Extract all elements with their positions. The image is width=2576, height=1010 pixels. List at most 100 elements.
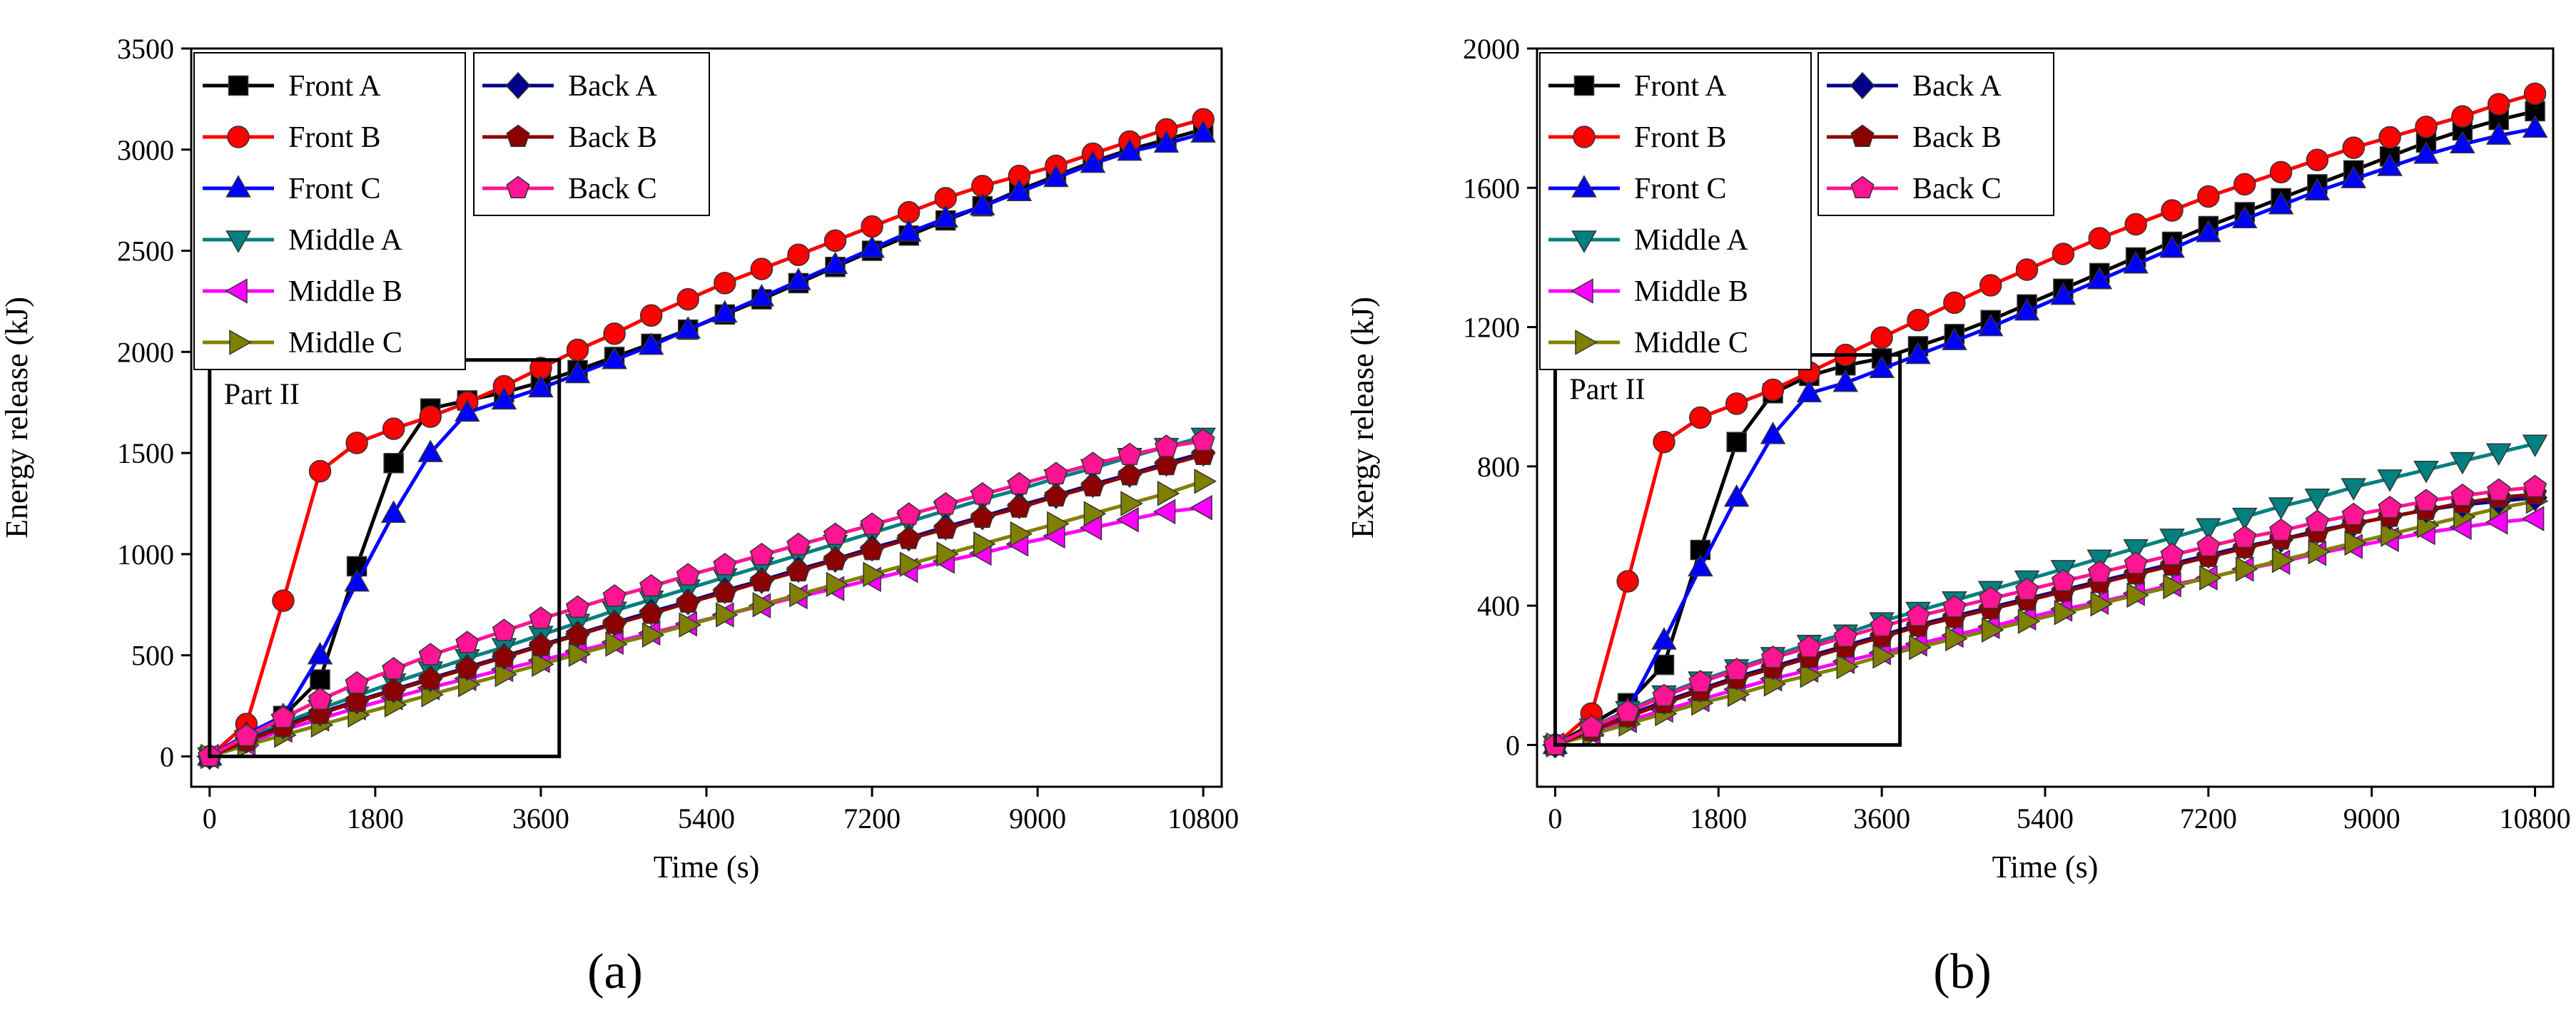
chart-a-x-tick-label: 3600 <box>512 802 569 835</box>
chart-a-y-tick-label: 1000 <box>117 539 174 571</box>
chart-a-data-point <box>1190 120 1216 143</box>
chart-a-y-axis-label: Energy release (kJ) <box>0 297 34 539</box>
chart-a-data-point <box>712 300 738 323</box>
chart-a-legend-label-front-a: Front A <box>288 70 381 103</box>
chart-a-data-point <box>382 417 405 440</box>
chart-a-part-ii-label: Part II <box>224 379 300 412</box>
chart-b-legend-label-back-a: Back A <box>1912 70 2002 103</box>
chart-a-data-point <box>491 387 517 410</box>
chart-b-data-point <box>2487 93 2510 116</box>
chart-b-data-point <box>2197 185 2220 208</box>
chart-b-data-point <box>1653 654 1675 675</box>
chart-b-data-point <box>1761 645 1785 668</box>
chart-b-data-point <box>1800 663 1823 688</box>
chart-b-data-point <box>1761 378 1785 402</box>
chart-a-series-line <box>208 434 1204 758</box>
chart-b-data-point <box>1870 326 1893 349</box>
chart-a-data-point <box>564 360 591 384</box>
chart-a-data-point <box>933 205 958 228</box>
chart-b-data-point <box>1725 392 1748 415</box>
chart-b-data-point <box>1836 653 1860 680</box>
chart-b-data-point <box>2344 530 2368 556</box>
chart-a-data-point <box>1043 164 1069 188</box>
chart-b-data-point <box>1832 369 1859 392</box>
chart-a-legend-marker-middle-a <box>225 230 251 253</box>
chart-a-data-point <box>1007 471 1031 495</box>
chart-b-legend-marker-front-a <box>1573 75 1595 96</box>
chart-b-data-point <box>2378 495 2402 519</box>
chart-a-data-point <box>565 595 590 618</box>
chart-a-data-point <box>272 589 295 612</box>
chart-b-data-point <box>1943 291 1966 315</box>
chart-a-legend-label-front-b: Front B <box>288 121 381 154</box>
chart-a-data-point <box>861 215 883 238</box>
chart-a-data-point <box>863 561 886 588</box>
chart-a-data-point <box>936 541 960 567</box>
chart-a-data-point <box>308 459 332 483</box>
chart-a-data-point <box>492 645 516 668</box>
chart-a-legend-frame <box>193 52 466 370</box>
chart-b-data-point <box>2124 551 2148 574</box>
chart-b-legend-label-back-b: Back B <box>1912 121 2002 154</box>
chart-b-data-point <box>1979 586 2003 609</box>
chart-a-data-point <box>1010 521 1033 547</box>
chart-a-data-point <box>933 491 958 515</box>
chart-b-x-tick-label: 3600 <box>1853 802 1910 835</box>
chart-a-data-point <box>676 590 700 613</box>
chart-b-data-point <box>2090 591 2114 617</box>
chart-a-data-point <box>1157 481 1180 506</box>
chart-a-data-point <box>455 399 480 422</box>
chart-a-series-line <box>208 453 1204 758</box>
chart-b-data-point <box>1977 313 2004 337</box>
chart-b-data-point <box>2268 497 2294 520</box>
chart-b-legend-label-front-c: Front C <box>1634 173 1727 205</box>
chart-a-y-tick-label: 3500 <box>117 33 174 65</box>
chart-a-data-point <box>1116 506 1139 533</box>
chart-b-x-axis-label: Time (s) <box>1992 850 2099 884</box>
chart-b-series-line <box>1554 516 2535 747</box>
chart-a-data-point <box>714 272 736 295</box>
chart-b-data-point <box>1725 658 1749 680</box>
chart-a-legend-label-back-a: Back A <box>568 70 657 103</box>
chart-a-data-point <box>1155 452 1179 476</box>
chart-b-data-point <box>2341 165 2367 188</box>
chart-a-data-point <box>383 453 404 474</box>
chart-a-data-point <box>970 481 995 505</box>
chart-a-data-point <box>713 553 737 576</box>
chart-a-data-point <box>310 669 330 690</box>
chart-a-data-point <box>786 558 811 582</box>
chart-panel-b: 0 1800 3600 5400 7200 9000 10800 0 400 800 1200 160… <box>1345 33 2571 884</box>
chart-panel-a: 0 1800 3600 5400 7200 9000 10800 0 500 1000 1500 20… <box>0 33 1239 884</box>
chart-a-data-point <box>1117 442 1142 466</box>
chart-b-data-point <box>2054 600 2077 626</box>
chart-a-legend-label-middle-c: Middle C <box>288 327 402 359</box>
panel-label-a: (a) <box>587 944 643 999</box>
chart-a-data-point <box>897 502 921 525</box>
chart-b-data-point <box>2015 258 2039 281</box>
chart-b-data-point <box>2304 489 2331 511</box>
chart-b-data-point <box>2268 191 2294 215</box>
chart-a-data-point <box>859 235 885 258</box>
chart-a-data-point <box>455 631 480 653</box>
chart-b-data-point <box>2051 568 2075 592</box>
chart-b-data-point <box>1651 627 1677 650</box>
chart-a-data-point <box>897 526 921 549</box>
chart-b-data-point <box>2196 518 2221 541</box>
chart-a-legend-marker-middle-c <box>229 330 252 355</box>
chart-b-data-point <box>2014 297 2040 321</box>
chart-a-legend-label-front-c: Front C <box>288 173 381 205</box>
chart-b-legend-frame <box>1539 52 1812 370</box>
chart-b-data-point <box>2304 178 2331 200</box>
chart-b-y-tick-label: 1200 <box>1463 312 1520 344</box>
chart-a-legend-marker-back-a <box>505 71 531 100</box>
chart-a-data-point <box>605 631 628 657</box>
chart-a-data-point <box>495 661 518 688</box>
chart-a-data-point <box>1080 150 1106 173</box>
chart-b-legend: Back A Back B Back C <box>1817 52 2054 216</box>
chart-a-data-point <box>639 573 664 597</box>
chart-b-legend-marker-front-c <box>1571 175 1597 198</box>
chart-a-data-point <box>1153 130 1180 153</box>
chart-b-data-point <box>1981 617 2004 643</box>
chart-b-series-line <box>1554 485 2535 747</box>
chart-b-data-point <box>1652 683 1676 707</box>
